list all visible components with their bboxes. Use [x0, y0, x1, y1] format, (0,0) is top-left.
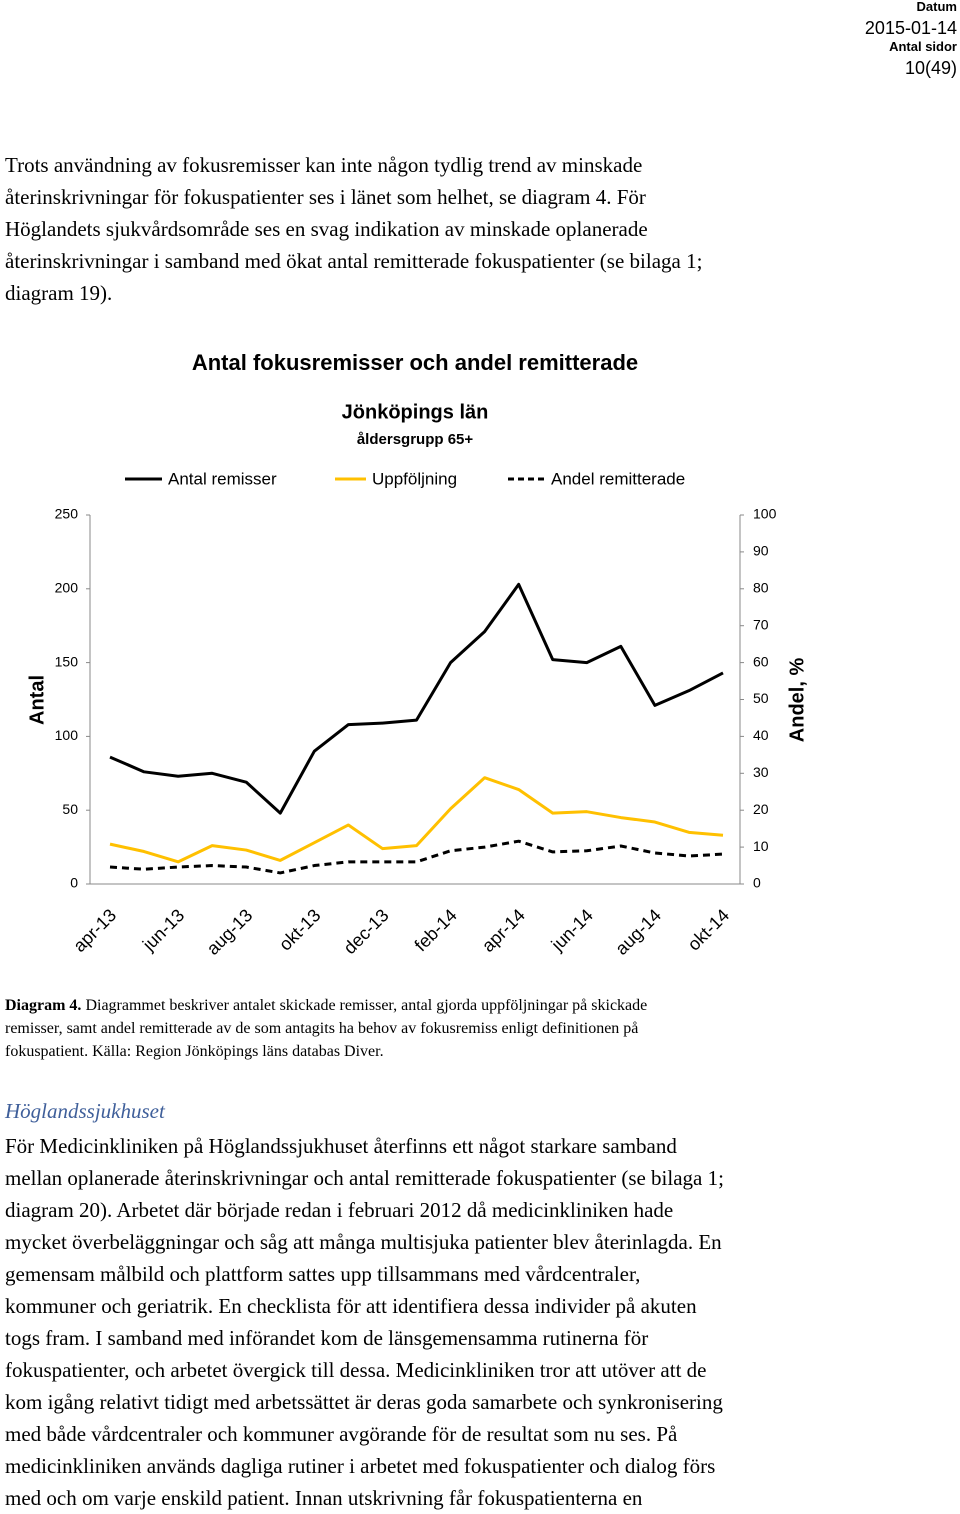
text-line: kommuner och geriatrik. En checklista fö…	[5, 1294, 697, 1318]
pages-label: Antal sidor	[889, 39, 957, 54]
text-line: Diagram 4. Diagrammet beskriver antalet …	[5, 994, 647, 1017]
chart: Antal fokusremisser och andel remitterad…	[26, 350, 808, 959]
chart-title: Antal fokusremisser och andel remitterad…	[192, 350, 638, 375]
y-tick-label: 250	[55, 506, 79, 522]
legend-label: Uppföljning	[372, 469, 457, 488]
caption-label: Diagram 4.	[5, 997, 82, 1014]
text-line: diagram 19).	[5, 281, 113, 305]
y2-tick-label: 90	[753, 543, 769, 559]
x-tick-label: dec-13	[340, 905, 393, 958]
x-tick-label: aug-13	[203, 905, 257, 959]
text-line: medicinkliniken används dagliga rutiner …	[5, 1454, 716, 1478]
text-line: diagram 20). Arbetet där började redan i…	[5, 1198, 674, 1222]
date-label: Datum	[916, 0, 957, 14]
x-tick-label: apr-14	[478, 905, 529, 956]
text-line: mycket överbeläggningar och såg att mång…	[5, 1230, 722, 1254]
text-line: med både vårdcentraler och kommuner avgö…	[5, 1422, 678, 1446]
x-tick-label: apr-13	[69, 905, 120, 956]
y-axis-title: Antal	[26, 675, 48, 725]
legend-label: Andel remitterade	[551, 469, 685, 488]
paragraph: Trots användning av fokusremisser kan in…	[5, 149, 702, 309]
y2-tick-label: 50	[753, 690, 769, 706]
y2-tick-label: 80	[753, 580, 769, 596]
text-line: fokuspatient. Källa: Region Jönköpings l…	[5, 1040, 647, 1063]
caption-text: remisser, samt andel remitterade av de s…	[5, 1020, 639, 1037]
series-line	[109, 582, 724, 815]
pages: 10(49)	[904, 58, 957, 78]
x-tick-label: feb-14	[411, 905, 461, 955]
series-line	[109, 839, 724, 875]
section-heading: Höglandssjukhuset	[5, 1099, 165, 1123]
text-line: kom igång relativt tidigt med arbetssätt…	[5, 1390, 723, 1414]
text-line: togs fram. I samband med införandet kom …	[5, 1326, 649, 1350]
text-line: återinskrivningar i samband med ökat ant…	[5, 249, 703, 273]
caption-text: Diagrammet beskriver antalet skickade re…	[81, 997, 648, 1014]
y-tick-label: 50	[62, 801, 78, 817]
y-tick-label: 0	[70, 875, 78, 891]
date: 2015-01-14	[864, 18, 957, 38]
y2-tick-label: 40	[753, 727, 769, 743]
x-tick-label: jun-13	[138, 905, 188, 955]
y2-tick-label: 70	[753, 616, 769, 632]
y-tick-label: 200	[55, 580, 79, 596]
text-line: Trots användning av fokusremisser kan in…	[5, 153, 643, 177]
y2-axis-title: Andel, %	[786, 658, 808, 743]
y2-tick-label: 60	[753, 653, 769, 669]
text-line: mellan oplanerade återinskrivningar och …	[5, 1166, 724, 1190]
x-tick-label: okt-14	[684, 905, 734, 955]
text-line: Höglandets sjukvårdsområde ses en svag i…	[5, 217, 648, 241]
text-line: fokuspatienter, och arbetet övergick til…	[5, 1358, 707, 1382]
paragraph: För Medicinkliniken på Höglandssjukhuset…	[5, 1130, 724, 1514]
y2-tick-label: 100	[753, 506, 777, 522]
text-line: återinskrivningar för fokuspatienter ses…	[5, 185, 646, 209]
x-tick-label: jun-14	[547, 905, 597, 955]
x-tick-label: aug-14	[611, 905, 665, 959]
text-line: remisser, samt andel remitterade av de s…	[5, 1017, 647, 1040]
chart-subtitle: Jönköpings län	[342, 401, 489, 423]
text-line: med och om varje enskild patient. Innan …	[5, 1486, 643, 1510]
text-line: gemensam målbild och plattform sattes up…	[5, 1262, 641, 1286]
legend-label: Antal remisser	[168, 469, 277, 488]
x-tick-label: okt-13	[275, 905, 325, 955]
y2-tick-label: 30	[753, 764, 769, 780]
series-line	[109, 776, 724, 864]
text-line: För Medicinkliniken på Höglandssjukhuset…	[5, 1134, 677, 1158]
y2-tick-label: 0	[753, 875, 761, 891]
y2-tick-label: 10	[753, 838, 769, 854]
y-tick-label: 150	[55, 653, 79, 669]
y2-tick-label: 20	[753, 801, 769, 817]
chart-subtitle: åldersgrupp 65+	[357, 431, 474, 448]
y-tick-label: 100	[55, 727, 79, 743]
caption-text: fokuspatient. Källa: Region Jönköpings l…	[5, 1043, 384, 1060]
caption: Diagram 4. Diagrammet beskriver antalet …	[5, 994, 647, 1063]
